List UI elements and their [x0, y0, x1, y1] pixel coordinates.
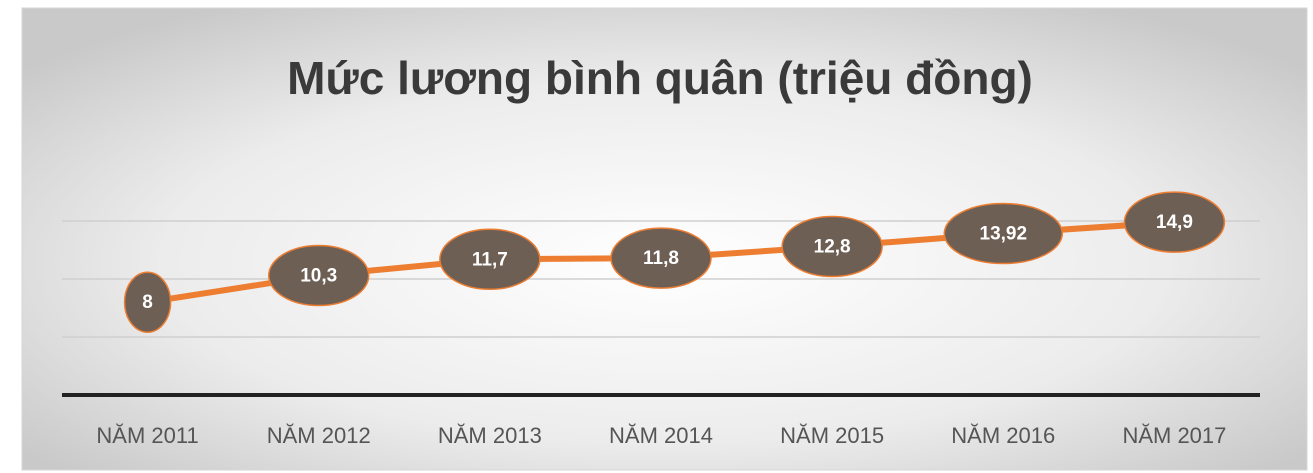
marker [943, 202, 1064, 265]
data-label: 13,92 [980, 224, 1028, 245]
chart-title: Mức lương bình quân (triệu đồng) [287, 52, 1033, 104]
x-tick-label: NĂM 2013 [438, 423, 542, 448]
marker [267, 244, 370, 307]
data-label: 10,3 [300, 266, 337, 287]
x-tick-label: NĂM 2015 [780, 423, 884, 448]
marker [439, 228, 541, 291]
data-label: 12,8 [814, 237, 851, 258]
x-tick-label: NĂM 2016 [951, 423, 1055, 448]
x-tick-label: NĂM 2012 [267, 423, 371, 448]
x-tick-label: NĂM 2011 [96, 423, 198, 448]
marker [610, 227, 712, 289]
x-tick-label: NĂM 2017 [1122, 423, 1226, 448]
data-label: 8 [142, 292, 153, 313]
marker [781, 215, 883, 278]
marker [123, 271, 172, 333]
data-label: 11,7 [472, 249, 508, 270]
x-tick-label: NĂM 2014 [609, 423, 713, 448]
data-label: 11,8 [643, 248, 679, 269]
marker [1123, 191, 1226, 253]
data-label: 14,9 [1156, 212, 1193, 233]
